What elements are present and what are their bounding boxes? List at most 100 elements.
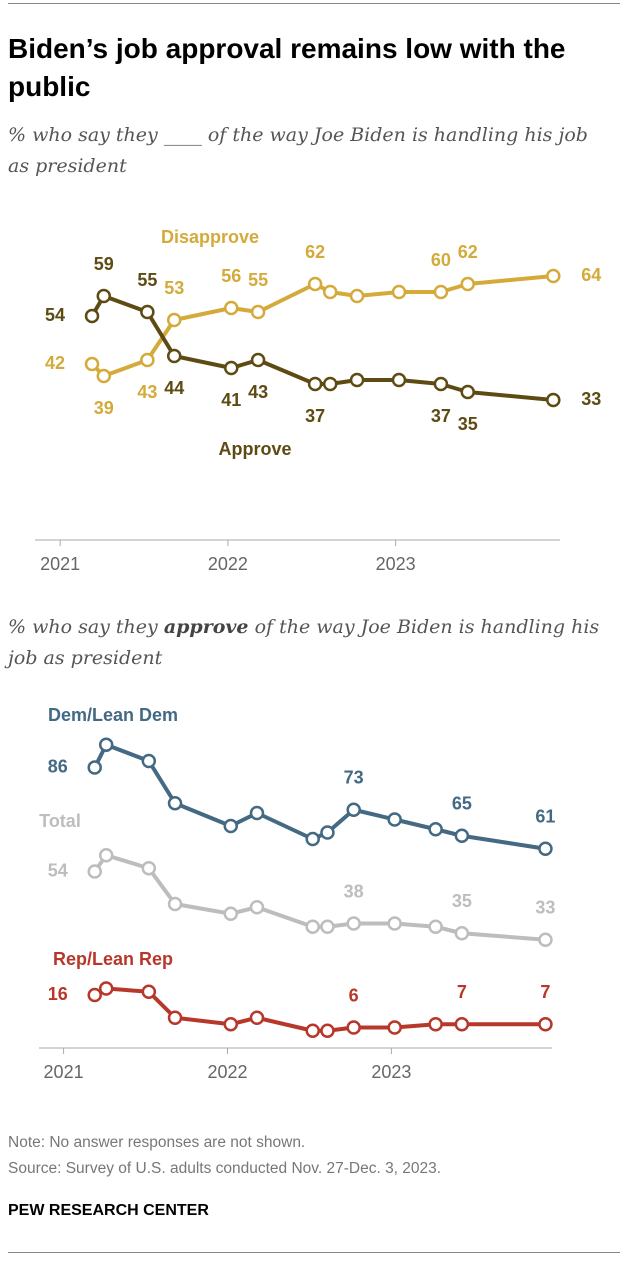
x-tick-label: 2021: [40, 554, 80, 574]
data-label: 38: [344, 881, 364, 901]
data-label: 60: [431, 250, 451, 270]
subtitle-part: of the way Joe Biden is handling his job…: [8, 616, 600, 669]
data-label: 37: [305, 406, 325, 426]
data-label: 54: [45, 305, 65, 325]
data-label: 59: [94, 254, 114, 274]
point: [249, 805, 265, 821]
point: [387, 812, 402, 827]
point: [223, 360, 239, 376]
series-line: [92, 742, 546, 851]
data-label: 53: [164, 278, 184, 298]
point: [305, 1023, 320, 1038]
data-label: 41: [221, 390, 241, 410]
data-label: 16: [48, 984, 68, 1004]
point: [538, 1017, 553, 1032]
data-label: 42: [45, 353, 65, 373]
data-label: 43: [248, 382, 268, 402]
title: Biden’s job approval remains low with th…: [8, 33, 566, 102]
point: [460, 384, 475, 400]
point: [346, 802, 361, 817]
point: [96, 288, 112, 304]
note: Note: No answer responses are not shown.: [8, 1134, 306, 1151]
brand: PEW RESEARCH CENTER: [8, 1202, 209, 1219]
point: [460, 276, 475, 292]
point: [538, 841, 553, 856]
point: [320, 825, 335, 840]
point: [454, 926, 470, 941]
data-label: 54: [48, 860, 68, 880]
x-tick-label: 2022: [208, 554, 248, 574]
point: [428, 822, 443, 837]
point: [346, 1020, 361, 1035]
point: [428, 1017, 443, 1032]
point: [223, 300, 239, 316]
data-label: 62: [458, 242, 478, 262]
point: [322, 284, 338, 300]
point: [538, 932, 553, 947]
point: [391, 372, 407, 388]
point: [87, 987, 102, 1003]
point: [98, 848, 114, 863]
point: [223, 1017, 239, 1032]
point: [96, 368, 112, 384]
point: [349, 372, 365, 388]
subtitle-emphasis: approve: [163, 616, 249, 638]
point: [250, 304, 266, 320]
data-label: 35: [452, 891, 472, 911]
point: [140, 304, 155, 320]
point: [349, 288, 365, 304]
source: Source: Survey of U.S. adults conducted …: [8, 1160, 442, 1177]
point: [546, 392, 561, 408]
point: [433, 376, 449, 392]
point: [84, 308, 100, 324]
series-name: Rep/Lean Rep: [53, 949, 173, 969]
data-label: 44: [164, 378, 184, 398]
point: [141, 753, 157, 769]
point: [307, 276, 323, 292]
x-tick-label: 2022: [207, 1062, 247, 1082]
data-label: 33: [581, 389, 601, 409]
data-label: 61: [535, 807, 555, 827]
point: [140, 352, 155, 368]
point: [391, 284, 407, 300]
point: [305, 831, 320, 847]
data-label: 86: [48, 756, 68, 776]
series-line: [90, 294, 554, 402]
data-label: 62: [305, 242, 325, 262]
point: [167, 896, 183, 912]
point: [98, 981, 114, 996]
series-line: [90, 274, 554, 378]
point: [387, 1020, 402, 1035]
data-label: 33: [535, 898, 555, 918]
point: [322, 376, 338, 392]
series-name: Total: [39, 811, 81, 831]
point: [167, 1010, 183, 1025]
point: [167, 796, 183, 811]
top-rule: [8, 3, 620, 4]
data-label: 55: [248, 270, 268, 290]
data-label: 55: [137, 270, 157, 290]
data-label: 7: [457, 982, 467, 1002]
point: [546, 268, 561, 284]
data-label: 73: [344, 768, 364, 788]
data-label: 37: [431, 406, 451, 426]
series-name: Approve: [218, 439, 291, 459]
point: [305, 919, 320, 934]
point: [454, 1017, 470, 1032]
point: [320, 1023, 335, 1038]
data-label: 56: [221, 266, 241, 286]
point: [249, 900, 265, 915]
point: [87, 760, 102, 775]
point: [307, 376, 323, 392]
point: [249, 1010, 265, 1025]
point: [454, 828, 470, 843]
point: [98, 737, 114, 752]
point: [250, 352, 266, 368]
point: [320, 919, 335, 934]
bottom-rule: [8, 1252, 620, 1253]
data-label: 65: [452, 794, 472, 814]
subtitle: % who say they ____ of the way Joe Biden…: [8, 124, 588, 177]
point: [346, 916, 361, 931]
series-line: [93, 986, 546, 1033]
